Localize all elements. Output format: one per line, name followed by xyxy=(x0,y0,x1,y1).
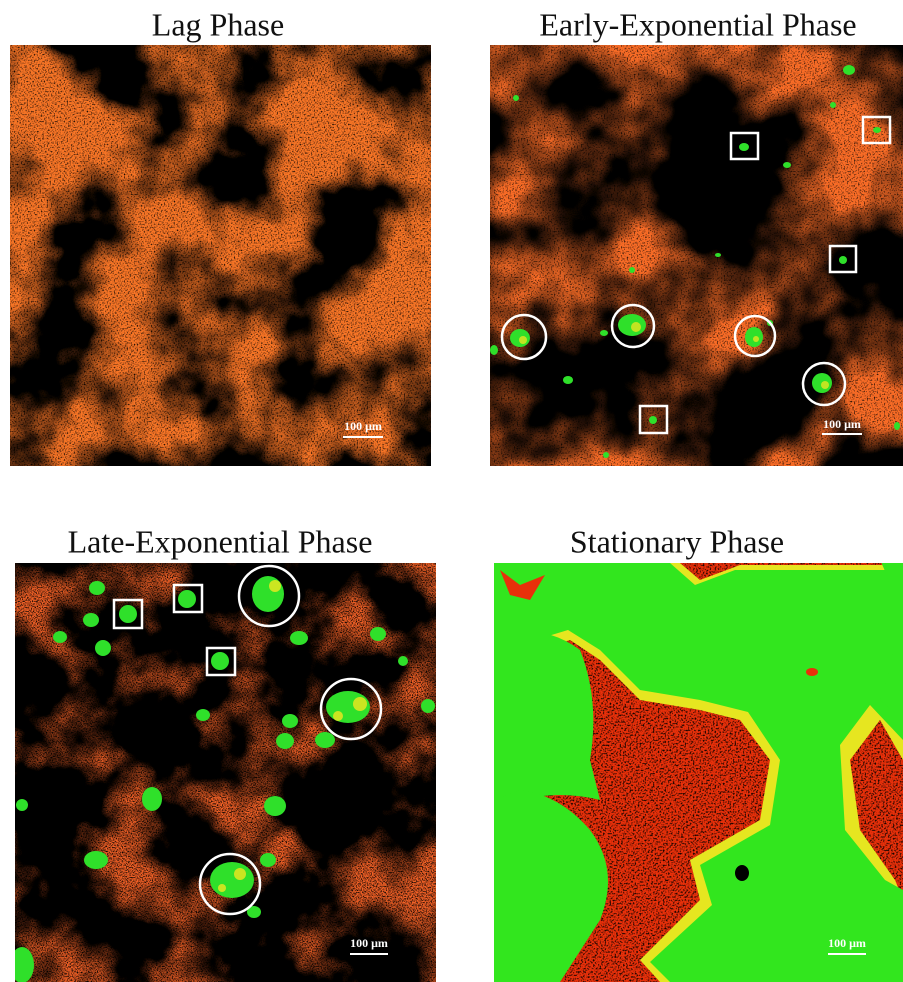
panel-title: Early-Exponential Phase xyxy=(539,6,856,42)
page: Lag Phase Early-Exponential Phase Late-E… xyxy=(0,0,903,982)
scale-label: 100 μm xyxy=(828,936,866,950)
micrograph-early xyxy=(490,45,903,466)
panel-title: Lag Phase xyxy=(152,6,284,42)
scale-label: 100 μm xyxy=(823,417,861,431)
panel-title: Stationary Phase xyxy=(570,523,784,559)
panel-title: Late-Exponential Phase xyxy=(68,523,373,559)
micrograph-lag xyxy=(10,45,431,466)
micrograph-late xyxy=(10,563,436,982)
figure: Lag Phase Early-Exponential Phase Late-E… xyxy=(0,0,903,982)
scale-label: 100 μm xyxy=(344,419,382,433)
micrograph-stationary xyxy=(494,560,903,982)
scale-label: 100 μm xyxy=(350,936,388,950)
